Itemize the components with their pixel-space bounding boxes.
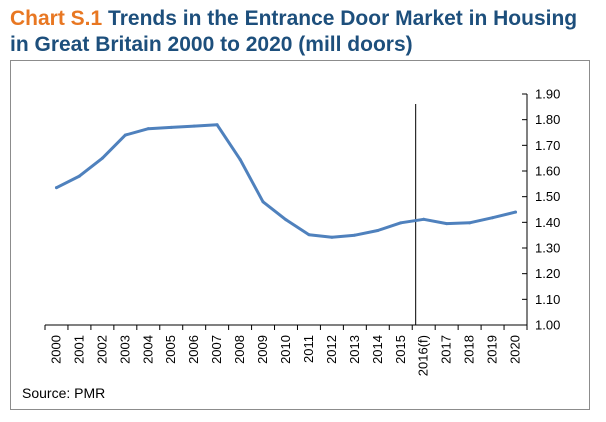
x-tick-label: 2007 (209, 335, 224, 364)
x-tick-label: 2001 (71, 335, 86, 364)
data-point (146, 127, 150, 131)
data-point (284, 218, 288, 222)
x-tick-label: 2019 (485, 335, 500, 364)
data-point (491, 216, 495, 220)
data-point (123, 133, 127, 137)
data-point (100, 156, 104, 160)
x-tick-label: 2003 (117, 335, 132, 364)
x-tick-label: 2008 (232, 335, 247, 364)
data-point (330, 235, 334, 239)
x-tick-label: 2006 (186, 335, 201, 364)
x-tick-label: 2018 (462, 335, 477, 364)
y-tick-label: 1.40 (535, 215, 560, 230)
x-tick-label: 2017 (439, 335, 454, 364)
data-point (54, 186, 58, 190)
data-point (445, 222, 449, 226)
x-tick-label: 2014 (370, 335, 385, 364)
x-tick-label: 2004 (140, 335, 155, 364)
data-point (169, 125, 173, 129)
data-point (77, 174, 81, 178)
chart-title: Chart S.1 Trends in the Entrance Door Ma… (10, 6, 600, 58)
data-point (192, 124, 196, 128)
data-point (514, 210, 518, 214)
data-point (376, 229, 380, 233)
y-tick-label: 1.10 (535, 292, 560, 307)
x-tick-label: 2013 (347, 335, 362, 364)
chart-frame (10, 60, 590, 410)
chart-title-text: Trends in the Entrance Door Market in Ho… (10, 7, 578, 56)
y-tick-label: 1.90 (535, 87, 560, 102)
y-tick-label: 1.30 (535, 241, 560, 256)
y-tick-label: 1.70 (535, 138, 560, 153)
x-tick-label: 2015 (393, 335, 408, 364)
data-point (261, 200, 265, 204)
y-tick-label: 1.20 (535, 266, 560, 281)
x-tick-label: 2000 (48, 335, 63, 364)
data-point (468, 221, 472, 225)
data-point (353, 233, 357, 237)
data-point (399, 221, 403, 225)
y-tick-label: 1.80 (535, 112, 560, 127)
x-tick-label: 2009 (255, 335, 270, 364)
y-tick-label: 1.60 (535, 164, 560, 179)
data-point (422, 217, 426, 221)
chart-label: Chart S.1 (10, 7, 103, 30)
y-tick-label: 1.50 (535, 189, 560, 204)
x-tick-label: 2002 (94, 335, 109, 364)
x-tick-label: 2011 (301, 335, 316, 363)
x-tick-label: 2016(f) (416, 335, 431, 376)
x-tick-label: 2010 (278, 335, 293, 364)
data-point (307, 233, 311, 237)
x-tick-label: 2012 (324, 335, 339, 364)
y-tick-label: 1.00 (535, 318, 560, 333)
source-note: Source: PMR (22, 385, 106, 401)
data-point (215, 123, 219, 127)
x-tick-label: 2020 (508, 335, 523, 364)
data-point (238, 157, 242, 161)
x-tick-label: 2005 (163, 335, 178, 364)
